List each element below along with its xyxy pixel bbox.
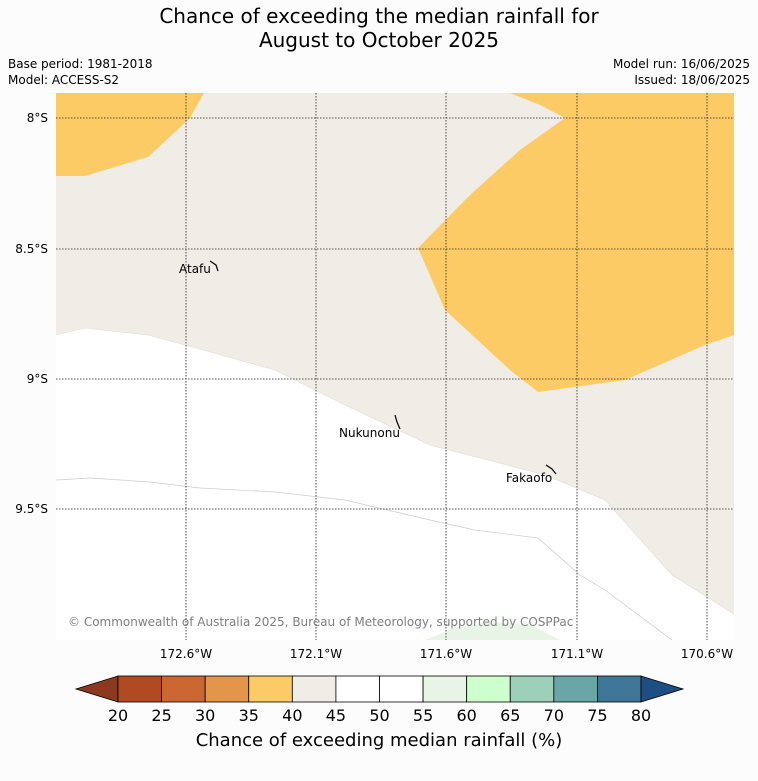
colorbar-segment — [117, 675, 162, 703]
title-line-1: Chance of exceeding the median rainfall … — [159, 4, 599, 28]
chart-title: Chance of exceeding the median rainfall … — [0, 4, 758, 52]
colorbar-tick-label: 40 — [282, 706, 302, 725]
colorbar-segment — [466, 675, 511, 703]
colorbar-tick-label: 70 — [544, 706, 564, 725]
colorbar-segment — [161, 675, 206, 703]
colorbar-tick-label: 30 — [195, 706, 215, 725]
issued-date: Issued: 18/06/2025 — [634, 73, 750, 87]
colorbar-tick-label: 80 — [631, 706, 651, 725]
lat-label-9-5: 9.5°S — [15, 502, 48, 516]
colorbar-tick-label: 65 — [500, 706, 520, 725]
meta-right: Model run: 16/06/2025 Issued: 18/06/2025 — [613, 56, 750, 88]
fakaofo-atoll-shape — [545, 464, 557, 475]
lat-label-9: 9°S — [27, 372, 48, 386]
lon-label-171-6: 171.6°W — [420, 647, 472, 661]
colorbar-tick-label: 55 — [413, 706, 433, 725]
colorbar-segment — [335, 675, 380, 703]
lat-label-8-5: 8.5°S — [15, 242, 48, 256]
lon-label-172-6: 172.6°W — [160, 647, 212, 661]
place-label-atafu: Atafu — [179, 262, 211, 276]
colorbar-extend-high — [640, 675, 685, 703]
lon-label-171-1: 171.1°W — [551, 647, 603, 661]
atafu-atoll-shape — [209, 260, 219, 272]
gridlines — [56, 93, 734, 640]
colorbar-tick-label: 20 — [108, 706, 128, 725]
meta-left: Base period: 1981-2018 Model: ACCESS-S2 — [8, 56, 153, 88]
colorbar-tick-label: 50 — [369, 706, 389, 725]
colorbar-tick-label: 45 — [326, 706, 346, 725]
title-line-2: August to October 2025 — [258, 28, 500, 52]
copyright-text: © Commonwealth of Australia 2025, Bureau… — [68, 615, 573, 629]
colorbar-tick-label: 60 — [456, 706, 476, 725]
colorbar-tick-label: 25 — [151, 706, 171, 725]
boundary-line-a — [56, 477, 673, 640]
lon-label-172-1: 172.1°W — [290, 647, 342, 661]
region-55-60-south — [425, 622, 560, 640]
nukunonu-atoll-shape — [394, 414, 401, 430]
colorbar-segment — [422, 675, 468, 703]
colorbar-tick-label: 35 — [239, 706, 259, 725]
map-fill — [56, 93, 734, 640]
colorbar: 20 25 30 35 40 45 50 55 60 65 70 75 80 — [74, 675, 685, 725]
place-label-fakaofo: Fakaofo — [506, 471, 552, 485]
colorbar-tick-label: 75 — [587, 706, 607, 725]
colorbar-extend-low — [74, 675, 119, 703]
model-name: Model: ACCESS-S2 — [8, 73, 120, 87]
colorbar-label: Chance of exceeding median rainfall (%) — [195, 730, 563, 751]
colorbar-segment — [597, 675, 642, 703]
region-35-40-northwest — [56, 93, 204, 176]
colorbar-segment — [291, 675, 337, 703]
model-run: Model run: 16/06/2025 — [612, 57, 750, 71]
lat-label-8: 8°S — [27, 111, 48, 125]
colorbar-segment — [379, 675, 424, 703]
region-35-40-east — [418, 93, 734, 392]
colorbar-segment — [248, 675, 293, 703]
lon-label-170-6: 170.6°W — [681, 647, 733, 661]
place-label-nukunonu: Nukunonu — [339, 426, 400, 440]
colorbar-segment — [509, 675, 555, 703]
colorbar-segment — [553, 675, 598, 703]
colorbar-segment — [204, 675, 250, 703]
boundary-line-b — [56, 327, 734, 615]
base-period: Base period: 1981-2018 — [8, 57, 153, 71]
